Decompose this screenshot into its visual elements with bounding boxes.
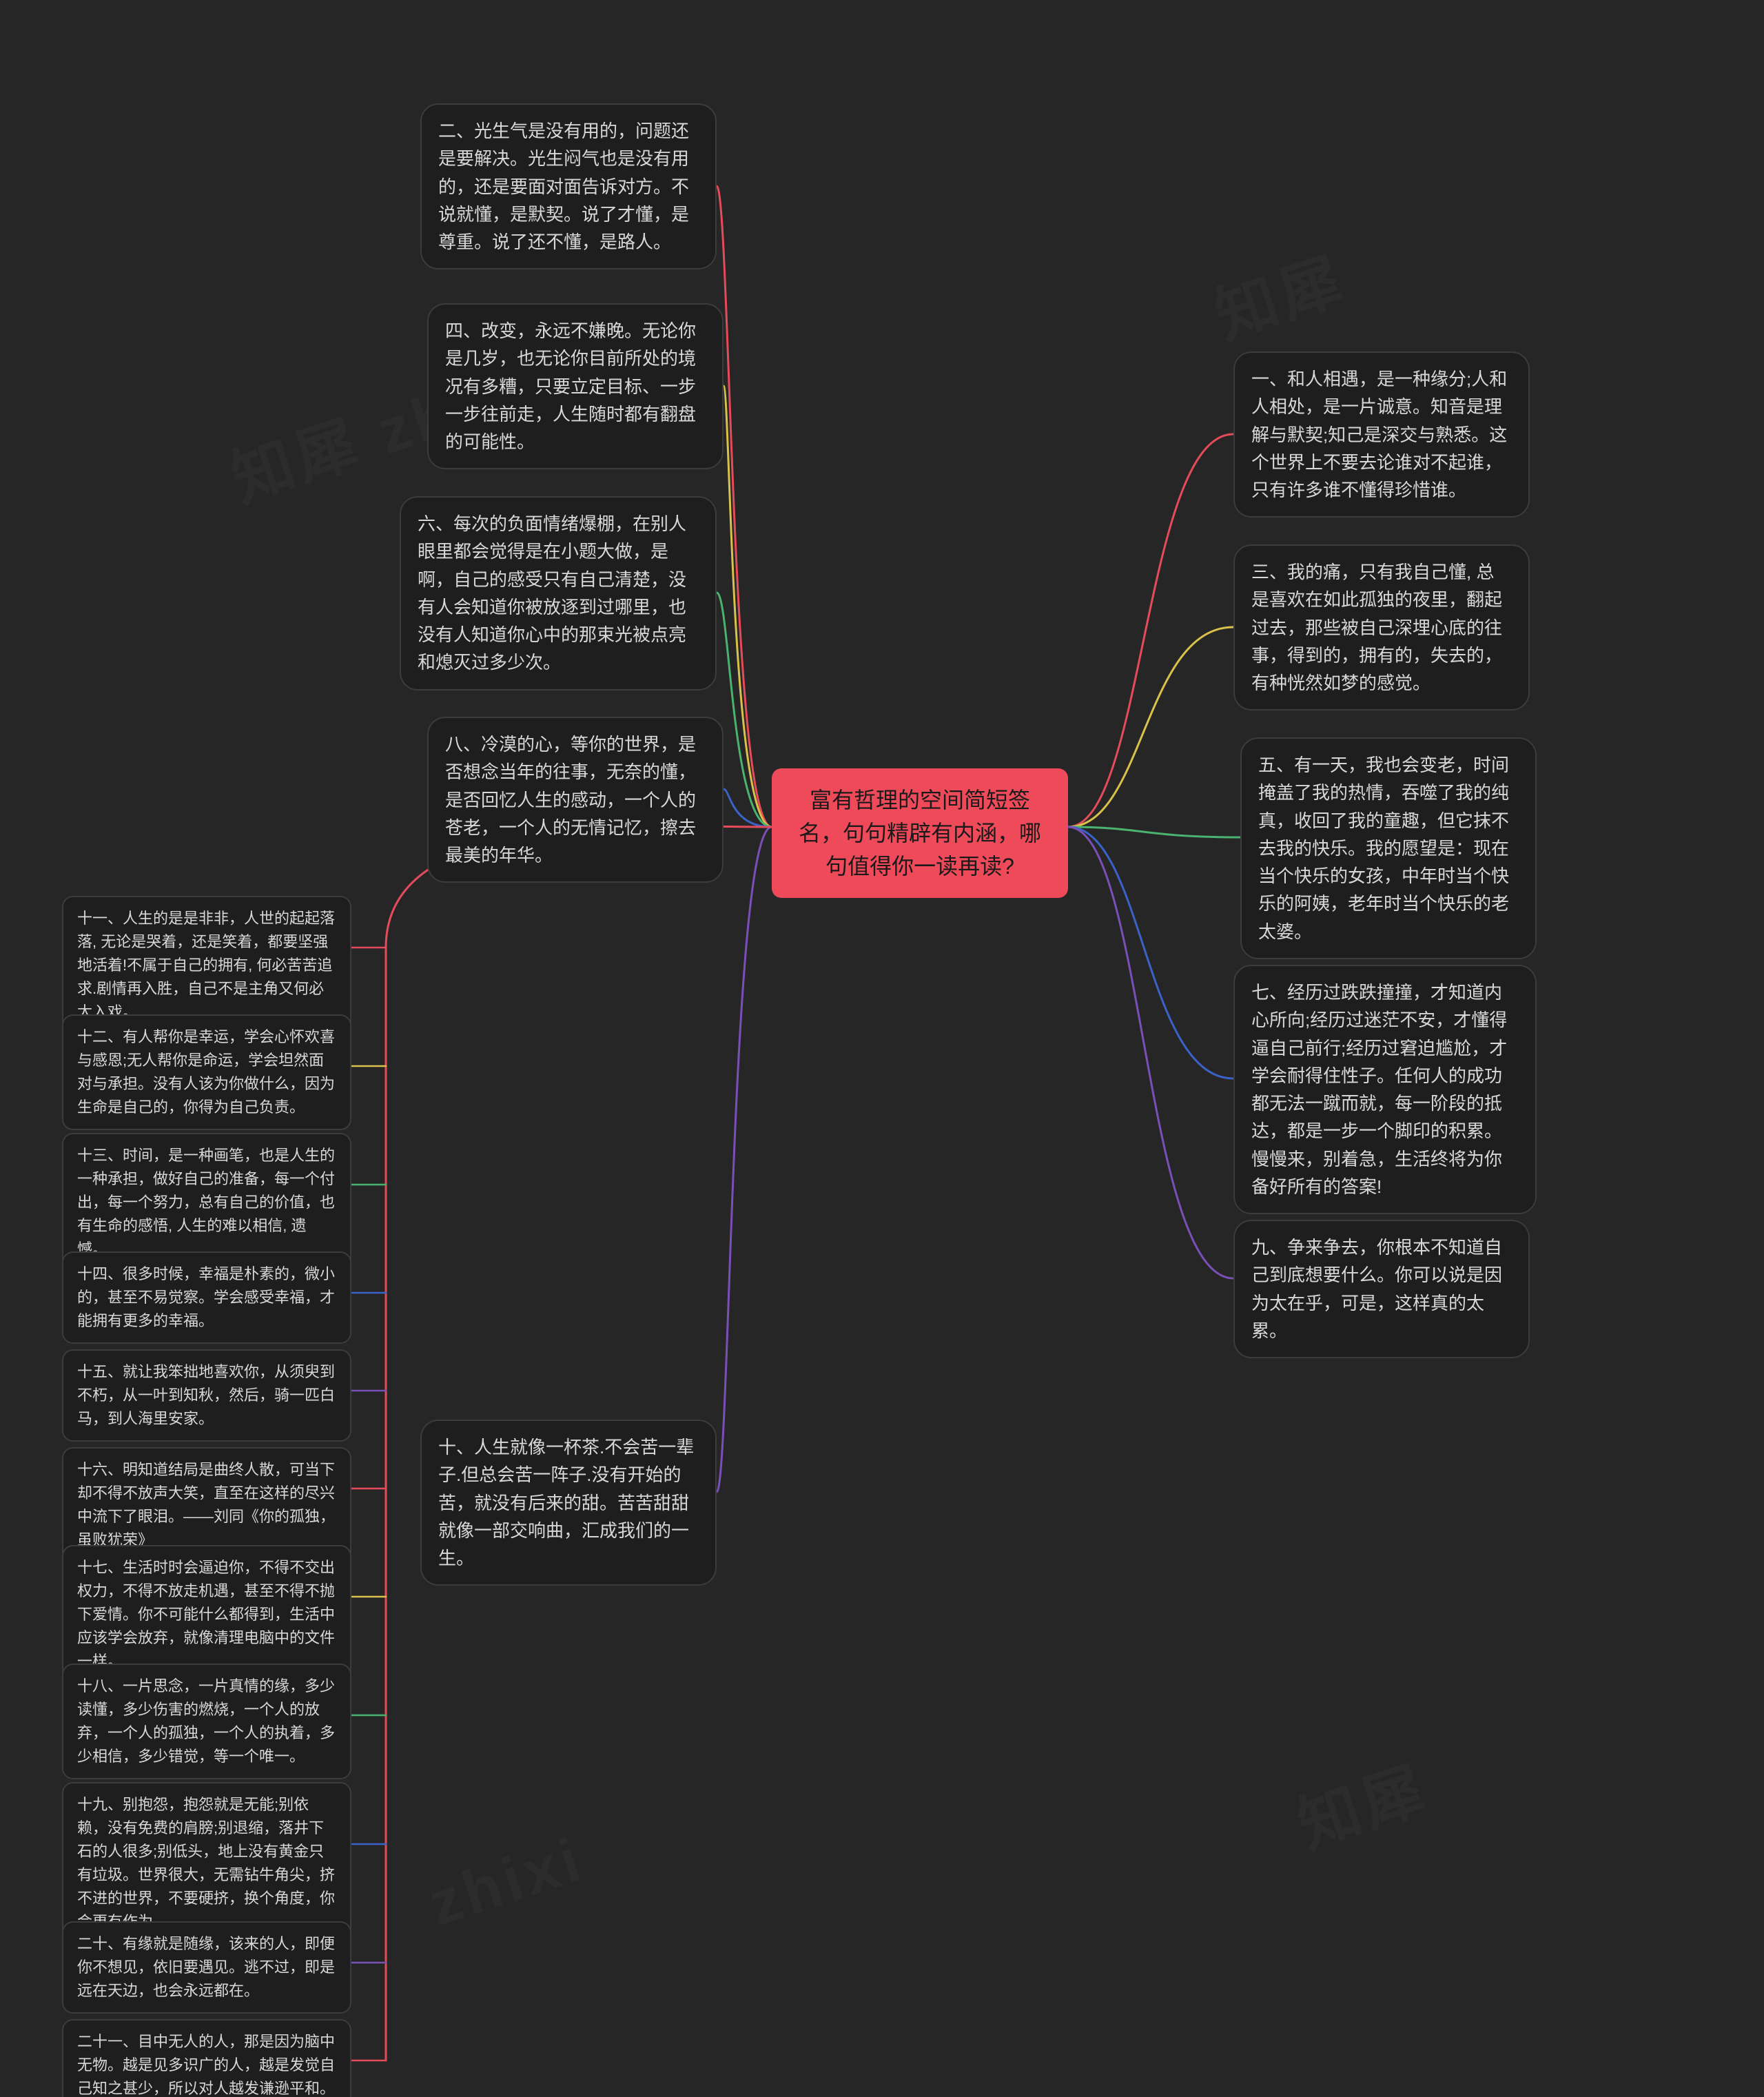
sub-node-20[interactable]: 二十、有缘就是随缘，该来的人，即便你不想见，依旧要遇见。逃不过，即是远在天边，也… [62, 1921, 351, 2014]
branch-node-left-3[interactable]: 六、每次的负面情绪爆棚，在别人眼里都会觉得是在小题大做，是啊，自己的感受只有自己… [400, 496, 717, 691]
mindmap-canvas: 知犀 zhixi.com 知犀 知犀 zhixi 富有哲理的空间简短签名，句句精… [0, 0, 1764, 2097]
sub-node-14[interactable]: 十四、很多时候，幸福是朴素的，微小的，甚至不易觉察。学会感受幸福，才能拥有更多的… [62, 1251, 351, 1344]
center-node[interactable]: 富有哲理的空间简短签名，句句精辟有内涵，哪句值得你一读再读? [772, 768, 1068, 898]
branch-node-right-4[interactable]: 七、经历过跌跌撞撞，才知道内心所向;经历过迷茫不安，才懂得逼自己前行;经历过窘迫… [1233, 965, 1537, 1214]
sub-node-15[interactable]: 十五、就让我笨拙地喜欢你，从须臾到不朽，从一叶到知秋，然后，骑一匹白马，到人海里… [62, 1349, 351, 1442]
branch-node-right-1[interactable]: 一、和人相遇，是一种缘分;人和人相处，是一片诚意。知音是理解与默契;知己是深交与… [1233, 351, 1530, 518]
watermark: zhixi [420, 1824, 593, 1941]
sub-node-18[interactable]: 十八、一片思念，一片真情的缘，多少读懂，多少伤害的燃烧，一个人的放弃，一个人的孤… [62, 1664, 351, 1779]
sub-node-21[interactable]: 二十一、目中无人的人，那是因为脑中无物。越是见多识广的人，越是发觉自己知之甚少，… [62, 2019, 351, 2097]
branch-node-left-4[interactable]: 八、冷漠的心，等你的世界，是否想念当年的往事，无奈的懂，是否回忆人生的感动，一个… [427, 717, 724, 883]
sub-node-12[interactable]: 十二、有人帮你是幸运，学会心怀欢喜与感恩;无人帮你是命运，学会坦然面对与承担。没… [62, 1014, 351, 1130]
branch-node-right-5[interactable]: 九、争来争去，你根本不知道自己到底想要什么。你可以说是因为太在乎，可是，这样真的… [1233, 1220, 1530, 1358]
branch-node-left-5[interactable]: 十、人生就像一杯茶.不会苦一辈子.但总会苦一阵子.没有开始的苦，就没有后来的甜。… [420, 1420, 717, 1586]
branch-node-left-2[interactable]: 四、改变，永远不嫌晚。无论你是几岁，也无论你目前所处的境况有多糟，只要立定目标、… [427, 303, 724, 469]
branch-node-right-2[interactable]: 三、我的痛，只有我自己懂, 总是喜欢在如此孤独的夜里，翻起过去，那些被自己深埋心… [1233, 544, 1530, 710]
branch-node-left-1[interactable]: 二、光生气是没有用的，问题还是要解决。光生闷气也是没有用的，还是要面对面告诉对方… [420, 103, 717, 269]
branch-node-right-3[interactable]: 五、有一天，我也会变老，时间掩盖了我的热情，吞噬了我的纯真，收回了我的童趣，但它… [1240, 737, 1537, 959]
watermark: 知犀 [1285, 1739, 1439, 1865]
watermark: 知犀 [1202, 230, 1356, 356]
